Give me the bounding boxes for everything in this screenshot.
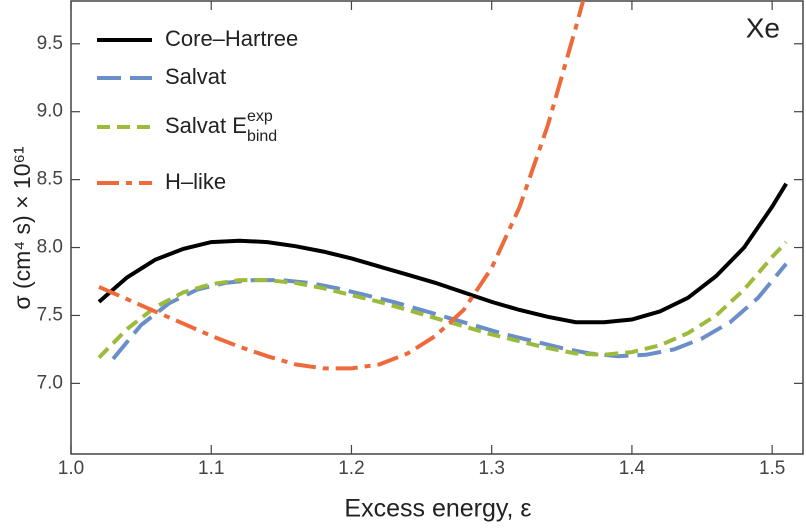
annotation: Xe [746,12,780,43]
legend-name-sub: bind [247,128,277,145]
y-tick-label: 8.5 [37,169,63,190]
x-tick-label: 1.0 [58,458,84,479]
y-tick-label: 7.0 [37,372,63,393]
legend-label: H–like [165,169,226,194]
series-line [98,1,586,371]
legend-name: Salvat E [165,113,247,138]
y-tick-label: 8.0 [37,237,63,258]
series-line [111,262,788,361]
legend-label: Salvat Eexp bind [165,108,277,145]
series-line [97,182,788,325]
y-axis-label: σ (cm⁴ s) × 10⁶¹ [9,146,35,310]
x-tick-label: 1.4 [619,458,646,479]
x-axis-label: Excess energy, ε [344,495,531,523]
legend-label: Salvat [165,64,226,89]
x-tick-label: 1.3 [478,458,504,479]
legend-name-sup: exp [247,108,273,125]
legend-name: Salvat [165,64,226,89]
legend-name: H–like [165,169,226,194]
x-tick-label: 1.1 [198,458,224,479]
y-tick-label: 9.5 [37,33,63,54]
plot-frame [70,0,804,455]
x-tick-label: 1.5 [759,458,785,479]
x-tick-label: 1.2 [338,458,364,479]
legend-label: Core–Hartree [165,26,298,51]
y-tick-label: 7.5 [37,304,63,325]
y-tick-label: 9.0 [37,101,63,122]
legend-name: Core–Hartree [165,26,298,51]
plot-lines [97,1,788,371]
